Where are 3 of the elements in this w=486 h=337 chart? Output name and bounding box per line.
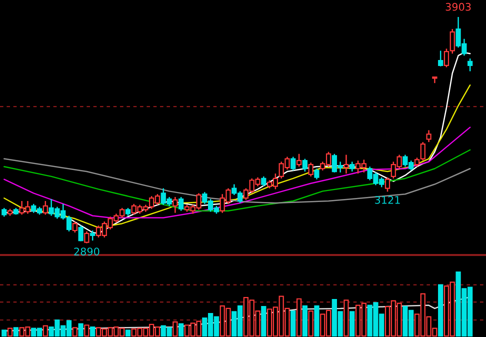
annotation: 3903 bbox=[446, 2, 471, 11]
annotation: 3121 bbox=[375, 196, 400, 204]
annotation: 2890 bbox=[74, 248, 100, 256]
